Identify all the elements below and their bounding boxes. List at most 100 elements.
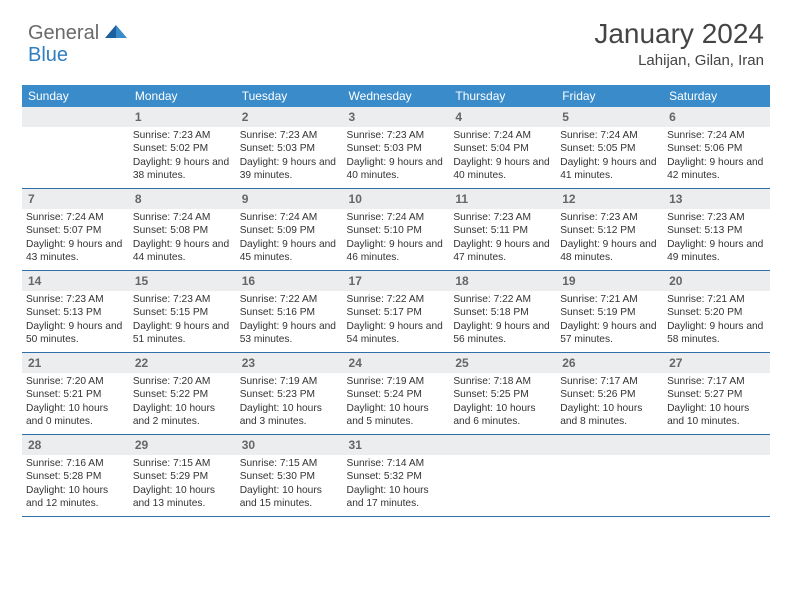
- location: Lahijan, Gilan, Iran: [594, 52, 764, 69]
- day-cell-22: 22Sunrise: 7:20 AMSunset: 5:22 PMDayligh…: [129, 353, 236, 435]
- day-number: 22: [129, 353, 236, 373]
- day-number: 31: [343, 435, 450, 455]
- title-block: January 2024 Lahijan, Gilan, Iran: [594, 18, 764, 69]
- day-cell-27: 27Sunrise: 7:17 AMSunset: 5:27 PMDayligh…: [663, 353, 770, 435]
- day-body: Sunrise: 7:22 AMSunset: 5:17 PMDaylight:…: [343, 291, 450, 352]
- weekday-sunday: Sunday: [22, 85, 129, 107]
- day-body: Sunrise: 7:24 AMSunset: 5:08 PMDaylight:…: [129, 209, 236, 270]
- day-number: 4: [449, 107, 556, 127]
- day-number: 13: [663, 189, 770, 209]
- day-body: Sunrise: 7:23 AMSunset: 5:13 PMDaylight:…: [22, 291, 129, 352]
- day-body: Sunrise: 7:24 AMSunset: 5:10 PMDaylight:…: [343, 209, 450, 270]
- day-body: Sunrise: 7:24 AMSunset: 5:07 PMDaylight:…: [22, 209, 129, 270]
- day-body: Sunrise: 7:23 AMSunset: 5:03 PMDaylight:…: [343, 127, 450, 188]
- day-number: [556, 435, 663, 455]
- empty-cell: [556, 435, 663, 517]
- day-body: Sunrise: 7:20 AMSunset: 5:22 PMDaylight:…: [129, 373, 236, 434]
- day-number: 5: [556, 107, 663, 127]
- empty-cell: [22, 107, 129, 189]
- day-cell-31: 31Sunrise: 7:14 AMSunset: 5:32 PMDayligh…: [343, 435, 450, 517]
- day-cell-14: 14Sunrise: 7:23 AMSunset: 5:13 PMDayligh…: [22, 271, 129, 353]
- logo-sub: Blue: [28, 44, 68, 67]
- day-cell-13: 13Sunrise: 7:23 AMSunset: 5:13 PMDayligh…: [663, 189, 770, 271]
- day-body: Sunrise: 7:21 AMSunset: 5:19 PMDaylight:…: [556, 291, 663, 352]
- day-cell-18: 18Sunrise: 7:22 AMSunset: 5:18 PMDayligh…: [449, 271, 556, 353]
- day-number: 11: [449, 189, 556, 209]
- day-body: Sunrise: 7:19 AMSunset: 5:23 PMDaylight:…: [236, 373, 343, 434]
- day-number: [22, 107, 129, 127]
- weekday-tuesday: Tuesday: [236, 85, 343, 107]
- weekday-saturday: Saturday: [663, 85, 770, 107]
- day-body: [22, 127, 129, 185]
- day-cell-4: 4Sunrise: 7:24 AMSunset: 5:04 PMDaylight…: [449, 107, 556, 189]
- week-row: 1Sunrise: 7:23 AMSunset: 5:02 PMDaylight…: [22, 107, 770, 189]
- day-cell-1: 1Sunrise: 7:23 AMSunset: 5:02 PMDaylight…: [129, 107, 236, 189]
- day-body: Sunrise: 7:23 AMSunset: 5:13 PMDaylight:…: [663, 209, 770, 270]
- day-body: Sunrise: 7:18 AMSunset: 5:25 PMDaylight:…: [449, 373, 556, 434]
- day-body: Sunrise: 7:24 AMSunset: 5:06 PMDaylight:…: [663, 127, 770, 188]
- day-body: Sunrise: 7:23 AMSunset: 5:11 PMDaylight:…: [449, 209, 556, 270]
- day-body: Sunrise: 7:22 AMSunset: 5:16 PMDaylight:…: [236, 291, 343, 352]
- day-cell-8: 8Sunrise: 7:24 AMSunset: 5:08 PMDaylight…: [129, 189, 236, 271]
- day-number: 18: [449, 271, 556, 291]
- day-cell-28: 28Sunrise: 7:16 AMSunset: 5:28 PMDayligh…: [22, 435, 129, 517]
- day-cell-16: 16Sunrise: 7:22 AMSunset: 5:16 PMDayligh…: [236, 271, 343, 353]
- week-row: 7Sunrise: 7:24 AMSunset: 5:07 PMDaylight…: [22, 189, 770, 271]
- weekday-friday: Friday: [556, 85, 663, 107]
- day-cell-17: 17Sunrise: 7:22 AMSunset: 5:17 PMDayligh…: [343, 271, 450, 353]
- day-number: 16: [236, 271, 343, 291]
- day-number: 20: [663, 271, 770, 291]
- day-number: 23: [236, 353, 343, 373]
- day-cell-7: 7Sunrise: 7:24 AMSunset: 5:07 PMDaylight…: [22, 189, 129, 271]
- weekday-thursday: Thursday: [449, 85, 556, 107]
- day-cell-19: 19Sunrise: 7:21 AMSunset: 5:19 PMDayligh…: [556, 271, 663, 353]
- day-body: Sunrise: 7:17 AMSunset: 5:26 PMDaylight:…: [556, 373, 663, 434]
- day-number: [449, 435, 556, 455]
- day-cell-3: 3Sunrise: 7:23 AMSunset: 5:03 PMDaylight…: [343, 107, 450, 189]
- day-body: Sunrise: 7:23 AMSunset: 5:12 PMDaylight:…: [556, 209, 663, 270]
- logo-text-general: General: [28, 22, 99, 45]
- week-row: 21Sunrise: 7:20 AMSunset: 5:21 PMDayligh…: [22, 353, 770, 435]
- day-body: Sunrise: 7:23 AMSunset: 5:15 PMDaylight:…: [129, 291, 236, 352]
- day-cell-10: 10Sunrise: 7:24 AMSunset: 5:10 PMDayligh…: [343, 189, 450, 271]
- day-number: 12: [556, 189, 663, 209]
- day-cell-5: 5Sunrise: 7:24 AMSunset: 5:05 PMDaylight…: [556, 107, 663, 189]
- day-number: 14: [22, 271, 129, 291]
- weekday-row: SundayMondayTuesdayWednesdayThursdayFrid…: [22, 85, 770, 107]
- day-body: [449, 455, 556, 513]
- day-number: 25: [449, 353, 556, 373]
- weekday-monday: Monday: [129, 85, 236, 107]
- day-number: [663, 435, 770, 455]
- logo: General: [28, 22, 131, 45]
- day-body: Sunrise: 7:16 AMSunset: 5:28 PMDaylight:…: [22, 455, 129, 516]
- day-number: 27: [663, 353, 770, 373]
- day-body: Sunrise: 7:21 AMSunset: 5:20 PMDaylight:…: [663, 291, 770, 352]
- day-body: Sunrise: 7:24 AMSunset: 5:04 PMDaylight:…: [449, 127, 556, 188]
- week-row: 28Sunrise: 7:16 AMSunset: 5:28 PMDayligh…: [22, 435, 770, 517]
- day-number: 9: [236, 189, 343, 209]
- header: General January 2024 Lahijan, Gilan, Ira…: [0, 0, 792, 77]
- day-cell-24: 24Sunrise: 7:19 AMSunset: 5:24 PMDayligh…: [343, 353, 450, 435]
- day-number: 8: [129, 189, 236, 209]
- day-cell-12: 12Sunrise: 7:23 AMSunset: 5:12 PMDayligh…: [556, 189, 663, 271]
- day-cell-6: 6Sunrise: 7:24 AMSunset: 5:06 PMDaylight…: [663, 107, 770, 189]
- day-cell-26: 26Sunrise: 7:17 AMSunset: 5:26 PMDayligh…: [556, 353, 663, 435]
- day-body: [663, 455, 770, 513]
- day-cell-29: 29Sunrise: 7:15 AMSunset: 5:29 PMDayligh…: [129, 435, 236, 517]
- logo-icon: [105, 22, 127, 45]
- day-cell-9: 9Sunrise: 7:24 AMSunset: 5:09 PMDaylight…: [236, 189, 343, 271]
- day-body: Sunrise: 7:24 AMSunset: 5:09 PMDaylight:…: [236, 209, 343, 270]
- calendar-body: 1Sunrise: 7:23 AMSunset: 5:02 PMDaylight…: [22, 107, 770, 517]
- day-body: Sunrise: 7:20 AMSunset: 5:21 PMDaylight:…: [22, 373, 129, 434]
- day-body: Sunrise: 7:15 AMSunset: 5:29 PMDaylight:…: [129, 455, 236, 516]
- day-body: Sunrise: 7:23 AMSunset: 5:02 PMDaylight:…: [129, 127, 236, 188]
- day-body: Sunrise: 7:19 AMSunset: 5:24 PMDaylight:…: [343, 373, 450, 434]
- calendar-table: SundayMondayTuesdayWednesdayThursdayFrid…: [22, 85, 770, 517]
- day-cell-23: 23Sunrise: 7:19 AMSunset: 5:23 PMDayligh…: [236, 353, 343, 435]
- day-number: 17: [343, 271, 450, 291]
- day-number: 19: [556, 271, 663, 291]
- day-cell-15: 15Sunrise: 7:23 AMSunset: 5:15 PMDayligh…: [129, 271, 236, 353]
- logo-text-blue: Blue: [28, 44, 68, 66]
- day-body: Sunrise: 7:22 AMSunset: 5:18 PMDaylight:…: [449, 291, 556, 352]
- day-body: Sunrise: 7:24 AMSunset: 5:05 PMDaylight:…: [556, 127, 663, 188]
